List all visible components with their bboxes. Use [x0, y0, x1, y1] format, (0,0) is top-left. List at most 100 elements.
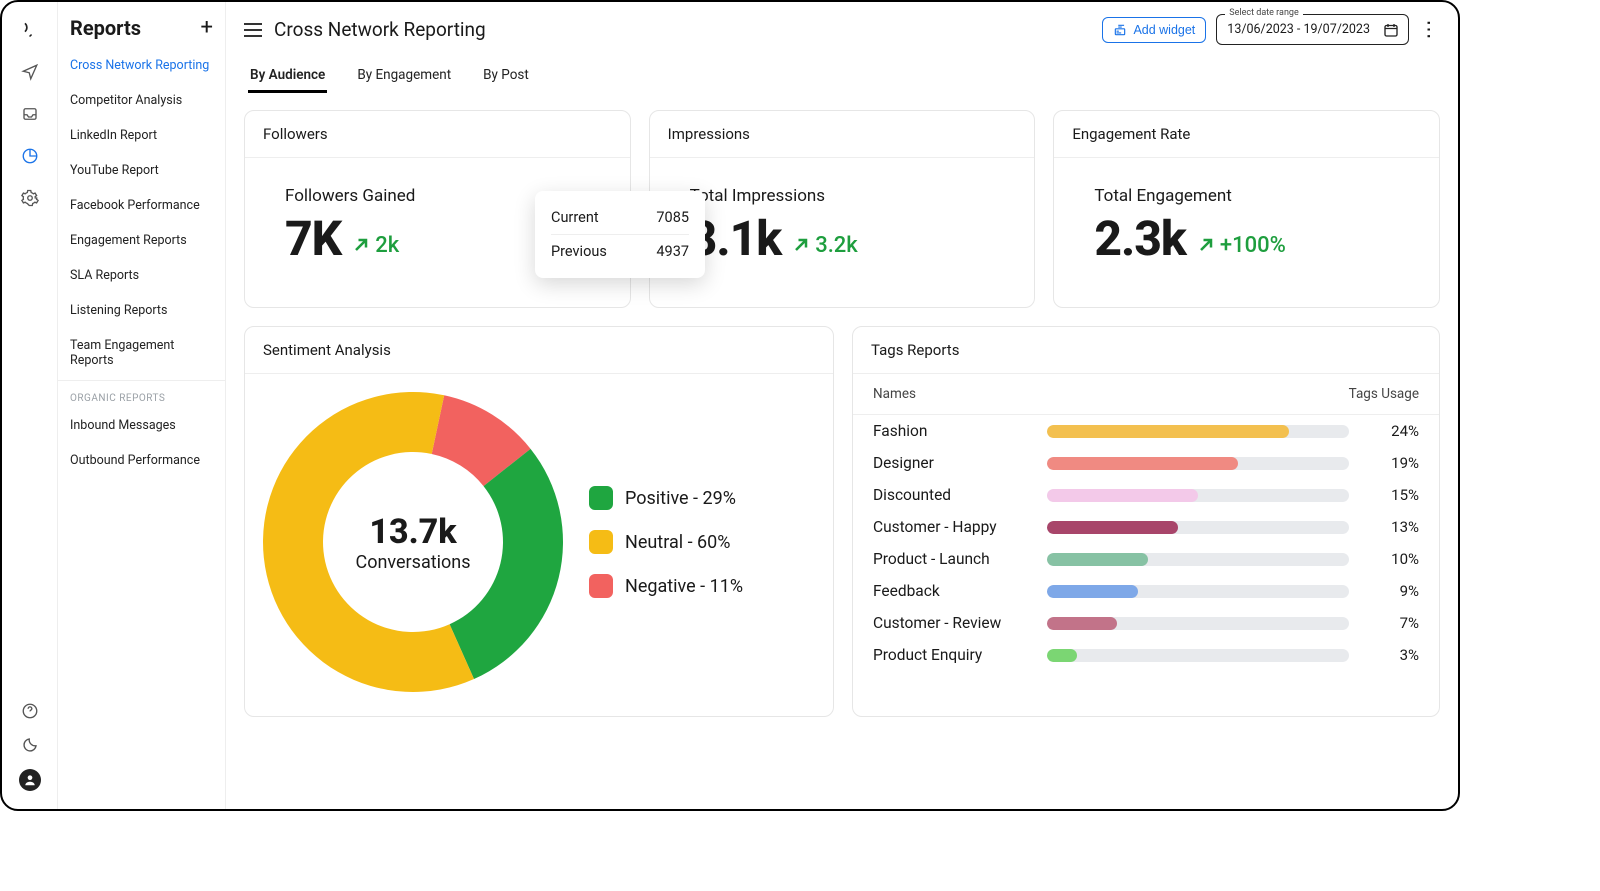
tag-row: Customer - Review 7%	[853, 607, 1439, 639]
tab[interactable]: By Post	[481, 59, 531, 93]
add-widget-button[interactable]: Add widget	[1102, 17, 1206, 43]
sidenav-item[interactable]: Inbound Messages	[58, 408, 225, 443]
tag-bar-track	[1047, 585, 1349, 598]
date-range-label: Select date range	[1225, 8, 1302, 18]
tag-name: Discounted	[873, 486, 1033, 504]
stat-card-title: Followers	[245, 111, 630, 158]
tags-col-names: Names	[873, 386, 916, 402]
tab[interactable]: By Audience	[248, 59, 327, 93]
tag-bar-fill	[1047, 489, 1198, 502]
sidenav-section-label: ORGANIC REPORTS	[58, 383, 225, 408]
stat-trend: 2k	[351, 233, 399, 258]
sidenav-item[interactable]: Listening Reports	[58, 293, 225, 328]
tag-bar-track	[1047, 457, 1349, 470]
tag-row: Feedback 9%	[853, 575, 1439, 607]
sidenav-item[interactable]: LinkedIn Report	[58, 118, 225, 153]
collapse-sidebar-icon[interactable]	[244, 23, 262, 37]
tag-pct: 9%	[1363, 582, 1419, 600]
calendar-icon	[1382, 21, 1400, 39]
stat-card-title: Impressions	[650, 111, 1035, 158]
tag-bar-track	[1047, 649, 1349, 662]
tag-bar-fill	[1047, 521, 1178, 534]
theme-moon-icon[interactable]	[20, 735, 40, 755]
tag-name: Customer - Happy	[873, 518, 1033, 536]
tag-name: Fashion	[873, 422, 1033, 440]
stat-tooltip: Current7085Previous4937	[535, 191, 705, 278]
add-widget-icon	[1113, 23, 1127, 37]
sidenav-item[interactable]: Engagement Reports	[58, 223, 225, 258]
sidenav-item[interactable]: SLA Reports	[58, 258, 225, 293]
tag-row: Fashion 24%	[853, 415, 1439, 447]
tag-bar-fill	[1047, 585, 1138, 598]
stat-card: ImpressionsTotal Impressions8.1k3.2k	[649, 110, 1036, 308]
stat-label: Total Impressions	[690, 186, 1011, 206]
legend-swatch	[589, 574, 613, 598]
legend-swatch	[589, 486, 613, 510]
avatar-icon[interactable]	[19, 769, 41, 791]
tags-title: Tags Reports	[853, 327, 1439, 374]
tab[interactable]: By Engagement	[355, 59, 453, 93]
add-report-button[interactable]: +	[201, 17, 213, 39]
sidenav-item[interactable]: Outbound Performance	[58, 443, 225, 478]
tooltip-val: 4937	[656, 243, 689, 260]
tag-pct: 13%	[1363, 518, 1419, 536]
sentiment-legend: Positive - 29%Neutral - 60%Negative - 11…	[589, 486, 743, 598]
tag-bar-track	[1047, 521, 1349, 534]
tag-bar-fill	[1047, 553, 1148, 566]
tag-row: Discounted 15%	[853, 479, 1439, 511]
settings-gear-icon[interactable]	[20, 188, 40, 208]
inbox-icon[interactable]	[20, 104, 40, 124]
send-icon[interactable]	[20, 62, 40, 82]
stat-value: 2.3k	[1094, 210, 1186, 267]
tag-pct: 7%	[1363, 614, 1419, 632]
more-options-icon[interactable]: ⋯	[1422, 19, 1438, 40]
date-range-picker[interactable]: Select date range 13/06/2023 - 19/07/202…	[1216, 14, 1409, 45]
tag-bar-fill	[1047, 649, 1077, 662]
page-title: Cross Network Reporting	[274, 18, 486, 41]
tag-pct: 24%	[1363, 422, 1419, 440]
stat-trend: 3.2k	[791, 233, 858, 258]
sentiment-value: 13.7k	[369, 512, 456, 552]
tags-col-usage: Tags Usage	[1349, 386, 1419, 402]
sentiment-title: Sentiment Analysis	[245, 327, 833, 374]
sidenav-item[interactable]: Facebook Performance	[58, 188, 225, 223]
help-icon[interactable]	[20, 701, 40, 721]
sentiment-donut: 13.7k Conversations	[263, 392, 563, 692]
app-logo-icon[interactable]	[20, 20, 40, 40]
stat-card: FollowersFollowers Gained7K2kCurrent7085…	[244, 110, 631, 308]
tags-card: Tags Reports Names Tags Usage Fashion 24%…	[852, 326, 1440, 717]
reports-pie-icon[interactable]	[20, 146, 40, 166]
tag-bar-fill	[1047, 425, 1289, 438]
sidenav-title: Reports	[70, 16, 141, 40]
tag-bar-track	[1047, 425, 1349, 438]
legend-label: Positive - 29%	[625, 488, 736, 509]
sidenav-item[interactable]: Competitor Analysis	[58, 83, 225, 118]
tag-pct: 15%	[1363, 486, 1419, 504]
stat-value: 7K	[285, 210, 341, 267]
sentiment-card: Sentiment Analysis 13.7k Conversations P…	[244, 326, 834, 717]
legend-item: Neutral - 60%	[589, 530, 743, 554]
sentiment-label: Conversations	[355, 552, 470, 573]
sidenav-item[interactable]: YouTube Report	[58, 153, 225, 188]
icon-rail	[2, 2, 58, 809]
legend-label: Neutral - 60%	[625, 532, 730, 553]
add-widget-label: Add widget	[1133, 23, 1195, 37]
tag-bar-fill	[1047, 457, 1238, 470]
tag-pct: 19%	[1363, 454, 1419, 472]
stat-trend: +100%	[1196, 233, 1286, 258]
tooltip-val: 7085	[656, 209, 689, 226]
app-root: Reports + Cross Network ReportingCompeti…	[0, 0, 1460, 811]
tag-name: Feedback	[873, 582, 1033, 600]
tag-name: Designer	[873, 454, 1033, 472]
stat-label: Total Engagement	[1094, 186, 1415, 206]
tooltip-key: Previous	[551, 243, 607, 260]
tag-name: Product Enquiry	[873, 646, 1033, 664]
tag-name: Customer - Review	[873, 614, 1033, 632]
tag-bar-track	[1047, 489, 1349, 502]
tag-name: Product - Launch	[873, 550, 1033, 568]
tag-row: Designer 19%	[853, 447, 1439, 479]
sidenav-item[interactable]: Team Engagement Reports	[58, 328, 225, 378]
sidenav-item[interactable]: Cross Network Reporting	[58, 48, 225, 83]
topbar: Cross Network Reporting Add widget Selec…	[226, 2, 1458, 49]
tag-pct: 10%	[1363, 550, 1419, 568]
